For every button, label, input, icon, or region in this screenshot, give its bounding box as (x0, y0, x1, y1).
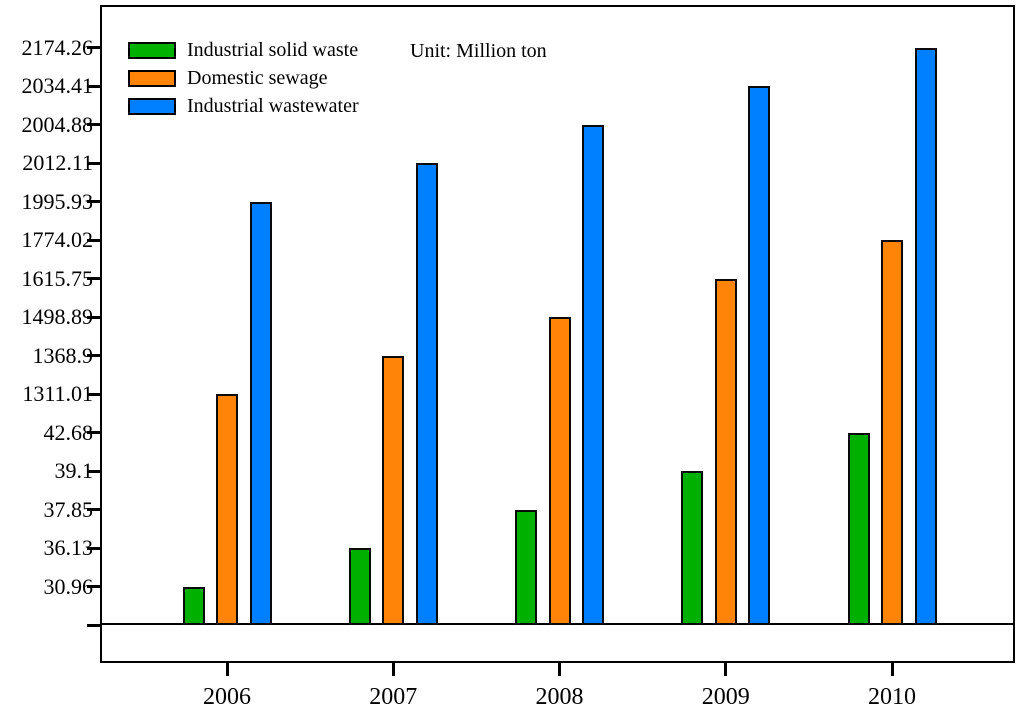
y-axis-tick (87, 469, 100, 473)
y-axis-tick-label: 39.1 (54, 458, 94, 483)
y-axis-tick-label: 2034.41 (21, 73, 94, 98)
x-axis-tick (391, 663, 395, 676)
bar-domestic-sewage-2009 (714, 278, 737, 625)
legend-swatch-industrial-solid-waste (128, 41, 176, 59)
y-axis-tick-label: 2012.11 (22, 150, 93, 175)
y-axis-tick (87, 46, 100, 49)
y-axis-tick (87, 161, 100, 165)
y-axis-tick-label: 1498.89 (21, 304, 94, 329)
legend-swatch-industrial-wastewater (128, 97, 176, 115)
x-axis-tick-label: 2009 (701, 684, 750, 710)
y-axis-tick-label: 42.68 (43, 419, 94, 445)
x-axis-tick-label: 2010 (868, 684, 916, 710)
x-axis-tick-label: 2006 (203, 684, 251, 710)
bar-domestic-sewage-2008 (548, 317, 571, 625)
y-axis-tick (87, 585, 100, 588)
y-axis-tick (87, 123, 100, 126)
legend-label: Industrial solid waste (187, 39, 359, 61)
bar-industrial-wastewater-2009 (748, 86, 771, 625)
bar-domestic-sewage-2006 (216, 394, 238, 625)
y-axis-tick-label: 2174.26 (21, 34, 94, 60)
x-axis-tick (558, 663, 561, 676)
y-axis-tick-label: 30.96 (43, 573, 94, 599)
y-axis-tick-label: 1774.02 (21, 227, 94, 252)
y-axis-tick-label: 1615.75 (21, 265, 94, 291)
x-axis-tick (724, 663, 728, 676)
y-axis-tick-label: 2004.88 (21, 111, 94, 137)
y-axis-tick (87, 392, 100, 396)
legend-label: Domestic sewage (187, 67, 328, 89)
bar-industrial-solid-waste-2008 (515, 509, 537, 625)
bar-industrial-solid-waste-2007 (348, 548, 371, 625)
y-axis-tick (87, 315, 100, 319)
y-axis-tick (87, 238, 100, 242)
bar-industrial-wastewater-2007 (415, 163, 438, 625)
legend-item: Industrial solid waste (128, 39, 359, 61)
legend-swatch-domestic-sewage (128, 69, 176, 87)
bar-industrial-wastewater-2010 (914, 47, 937, 625)
y-axis-tick (87, 546, 100, 550)
bar-industrial-wastewater-2008 (582, 124, 604, 625)
y-axis-tick-label: 36.13 (43, 535, 94, 560)
y-axis-tick (87, 200, 100, 203)
bar-industrial-solid-waste-2010 (847, 432, 870, 625)
bar-industrial-wastewater-2006 (249, 201, 272, 625)
legend-item: Domestic sewage (128, 67, 328, 89)
y-axis-tick (87, 623, 100, 627)
x-axis-tick-label: 2007 (369, 684, 418, 710)
legend-label: Industrial wastewater (187, 95, 359, 117)
y-axis-tick-label: 1995.93 (21, 188, 94, 214)
x-axis-tick (225, 663, 229, 676)
bar-industrial-solid-waste-2006 (182, 586, 205, 625)
y-axis-tick-label: 37.85 (43, 496, 94, 522)
x-axis-tick (890, 663, 894, 676)
bar-domestic-sewage-2007 (382, 355, 405, 625)
bar-domestic-sewage-2010 (881, 240, 903, 625)
x-axis-tick-label: 2008 (535, 684, 584, 710)
y-axis-tick (87, 84, 100, 88)
y-axis-tick (87, 354, 100, 357)
y-axis-tick (87, 508, 100, 511)
bar-industrial-solid-waste-2009 (681, 471, 704, 625)
y-axis-tick-label: 1311.01 (22, 381, 93, 406)
unit-label: Unit: Million ton (410, 40, 547, 62)
y-axis-tick (87, 431, 100, 434)
y-axis-tick (87, 277, 100, 280)
y-axis-tick-label: 1368.9 (32, 342, 94, 368)
legend-item: Industrial wastewater (128, 95, 359, 117)
